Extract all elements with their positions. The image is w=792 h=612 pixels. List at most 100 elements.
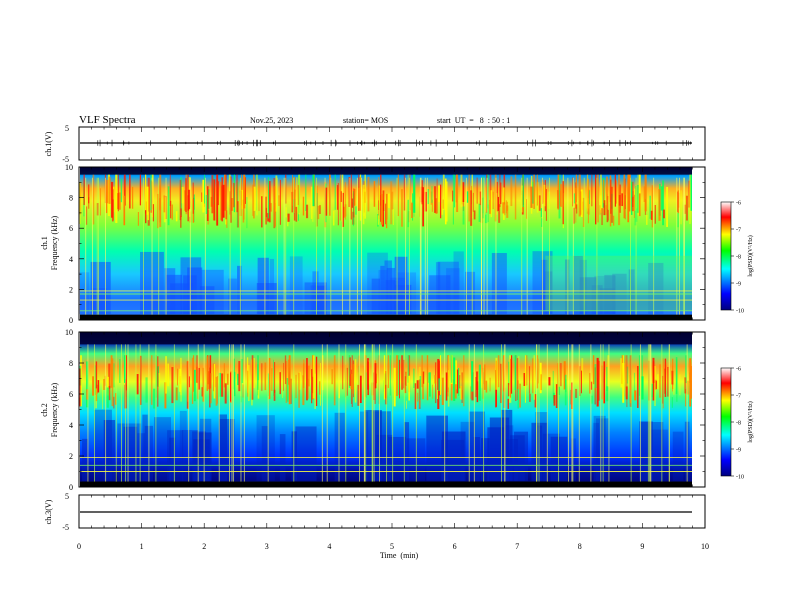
spectrogram-streak: [237, 201, 239, 228]
spectrogram-streak: [652, 357, 655, 383]
spectrogram-streak: [96, 203, 99, 216]
colorbar-tick-label: -10: [736, 475, 744, 481]
spectrogram-streak: [514, 174, 517, 220]
spectrogram-streak: [485, 380, 488, 393]
ch2-spectrogram-panel: 0 2 4 6 8 10 ch.2 Frequency (kHz): [40, 328, 706, 492]
spectrogram-low-patch: [441, 439, 465, 481]
header-station: station= MOS: [343, 116, 388, 125]
spectrogram-streak: [413, 368, 415, 389]
spectrogram-streak: [271, 368, 273, 391]
spectrogram-streak: [651, 185, 653, 228]
spectrogram-streak: [380, 193, 384, 225]
spectrogram-streak: [302, 196, 305, 216]
spectrogram-streak: [359, 375, 362, 404]
spectrogram-streak: [251, 355, 254, 400]
spectrogram-streak: [442, 199, 444, 209]
spectrogram-streak: [243, 176, 245, 220]
spectrogram-streak: [579, 366, 581, 397]
spectrogram-streak: [660, 186, 663, 211]
spectrogram-streak: [175, 387, 178, 401]
spectrogram-streak: [202, 367, 205, 402]
xtick-label-2: 2: [202, 542, 206, 551]
ch1-colorbar: -6 -7 -8 -9 -10 log(PSD)(V²/Hz): [720, 201, 754, 315]
spectrogram-streak: [483, 364, 486, 390]
spectrogram-streak: [407, 355, 410, 383]
spectrogram-streak: [594, 364, 597, 389]
spectrogram-streak: [329, 174, 331, 216]
spectrogram-streak: [603, 200, 606, 216]
spectrogram-streak: [165, 356, 167, 394]
spectrogram-streak: [298, 372, 300, 408]
spectrogram-streak: [525, 355, 528, 386]
ch1-waveform-spikes: [97, 139, 691, 147]
spectrogram-low-patch: [237, 265, 242, 314]
spectrogram-streak: [171, 204, 173, 220]
ch1-spectrogram-panel: 0 2 4 6 8 10 ch.1 Frequency (kHz): [40, 163, 706, 325]
spectrogram-streak: [231, 198, 234, 211]
spectrogram-streak: [150, 355, 153, 405]
spectrogram-blank-strip: [692, 167, 705, 320]
spectrogram-low-patch: [573, 255, 583, 314]
spectrogram-streak: [193, 369, 196, 402]
header-date: Nov.25, 2023: [250, 116, 293, 125]
spectrogram-low-patch: [435, 262, 441, 314]
spectrogram-streak: [256, 364, 259, 390]
spectrogram-streak: [690, 366, 693, 399]
spectrogram-streak: [306, 358, 308, 401]
spectrogram-low-patch: [579, 259, 587, 314]
spectrogram-streak: [137, 212, 139, 226]
spectrogram-low-patch: [334, 412, 345, 481]
xtick-label-0: 0: [77, 542, 81, 551]
spectrogram-streak: [634, 210, 637, 226]
spectrogram-low-patch: [429, 275, 451, 314]
spectrogram-low-patch: [228, 278, 237, 314]
xtick-label-7: 7: [515, 542, 519, 551]
ch2-colorbar-ticks: -6 -7 -8 -9 -10: [731, 367, 744, 481]
ch2-label: ch.2: [40, 403, 49, 417]
spectrogram-streak: [299, 371, 301, 390]
spectrogram-streak: [680, 190, 682, 225]
spectrogram-streak: [633, 372, 635, 391]
spectrogram-streak: [458, 375, 461, 389]
spectrogram-streak: [475, 371, 479, 391]
spectrogram-streak: [431, 199, 433, 212]
spectrogram-streak: [456, 369, 459, 394]
spectrogram-streak: [167, 186, 170, 226]
ch2-colorbar-gradient: [720, 367, 732, 477]
spectrogram-streak: [167, 363, 170, 387]
spectrogram-streak: [314, 373, 316, 409]
spectrogram-streak: [302, 375, 305, 406]
spectrogram-streak: [591, 174, 593, 207]
spectrogram-streak: [124, 174, 126, 206]
spectrogram-streak: [157, 193, 159, 229]
spectrogram-streak: [357, 384, 360, 406]
spectrogram-streak: [424, 191, 427, 212]
spectrogram-streak: [207, 189, 210, 209]
spectrogram-low-patch: [82, 438, 88, 481]
spectrogram-streak: [505, 200, 507, 214]
spectrogram-streak: [502, 202, 505, 214]
spectrogram-streak: [506, 205, 509, 218]
spectrogram-streak: [662, 375, 664, 404]
spectrogram-streak: [507, 398, 509, 409]
spectrogram-low-patch: [364, 410, 382, 481]
spectrogram-streak: [226, 210, 228, 228]
spectrogram-streak: [595, 174, 597, 225]
spectrogram-streak: [432, 384, 434, 399]
ch1-ytick-top: 5: [65, 124, 69, 133]
colorbar-tick-label: -7: [736, 394, 741, 400]
spectrogram-streak: [500, 182, 502, 205]
spectrogram-streak: [288, 355, 291, 405]
spectrogram-streak: [457, 367, 460, 396]
spectrogram-streak: [129, 174, 131, 209]
spectrogram-streak: [553, 395, 556, 406]
spectrogram-low-patch: [426, 415, 448, 481]
spectrogram-streak: [476, 381, 479, 403]
spectrogram-streak: [421, 355, 423, 388]
spectrogram-streak: [433, 378, 434, 388]
spectrogram-streak: [580, 189, 583, 218]
xtick-label-9: 9: [640, 542, 644, 551]
time-axis-ticks: [78, 127, 706, 528]
spectrogram-streak: [644, 174, 647, 212]
spectrogram-low-patch: [91, 288, 107, 314]
